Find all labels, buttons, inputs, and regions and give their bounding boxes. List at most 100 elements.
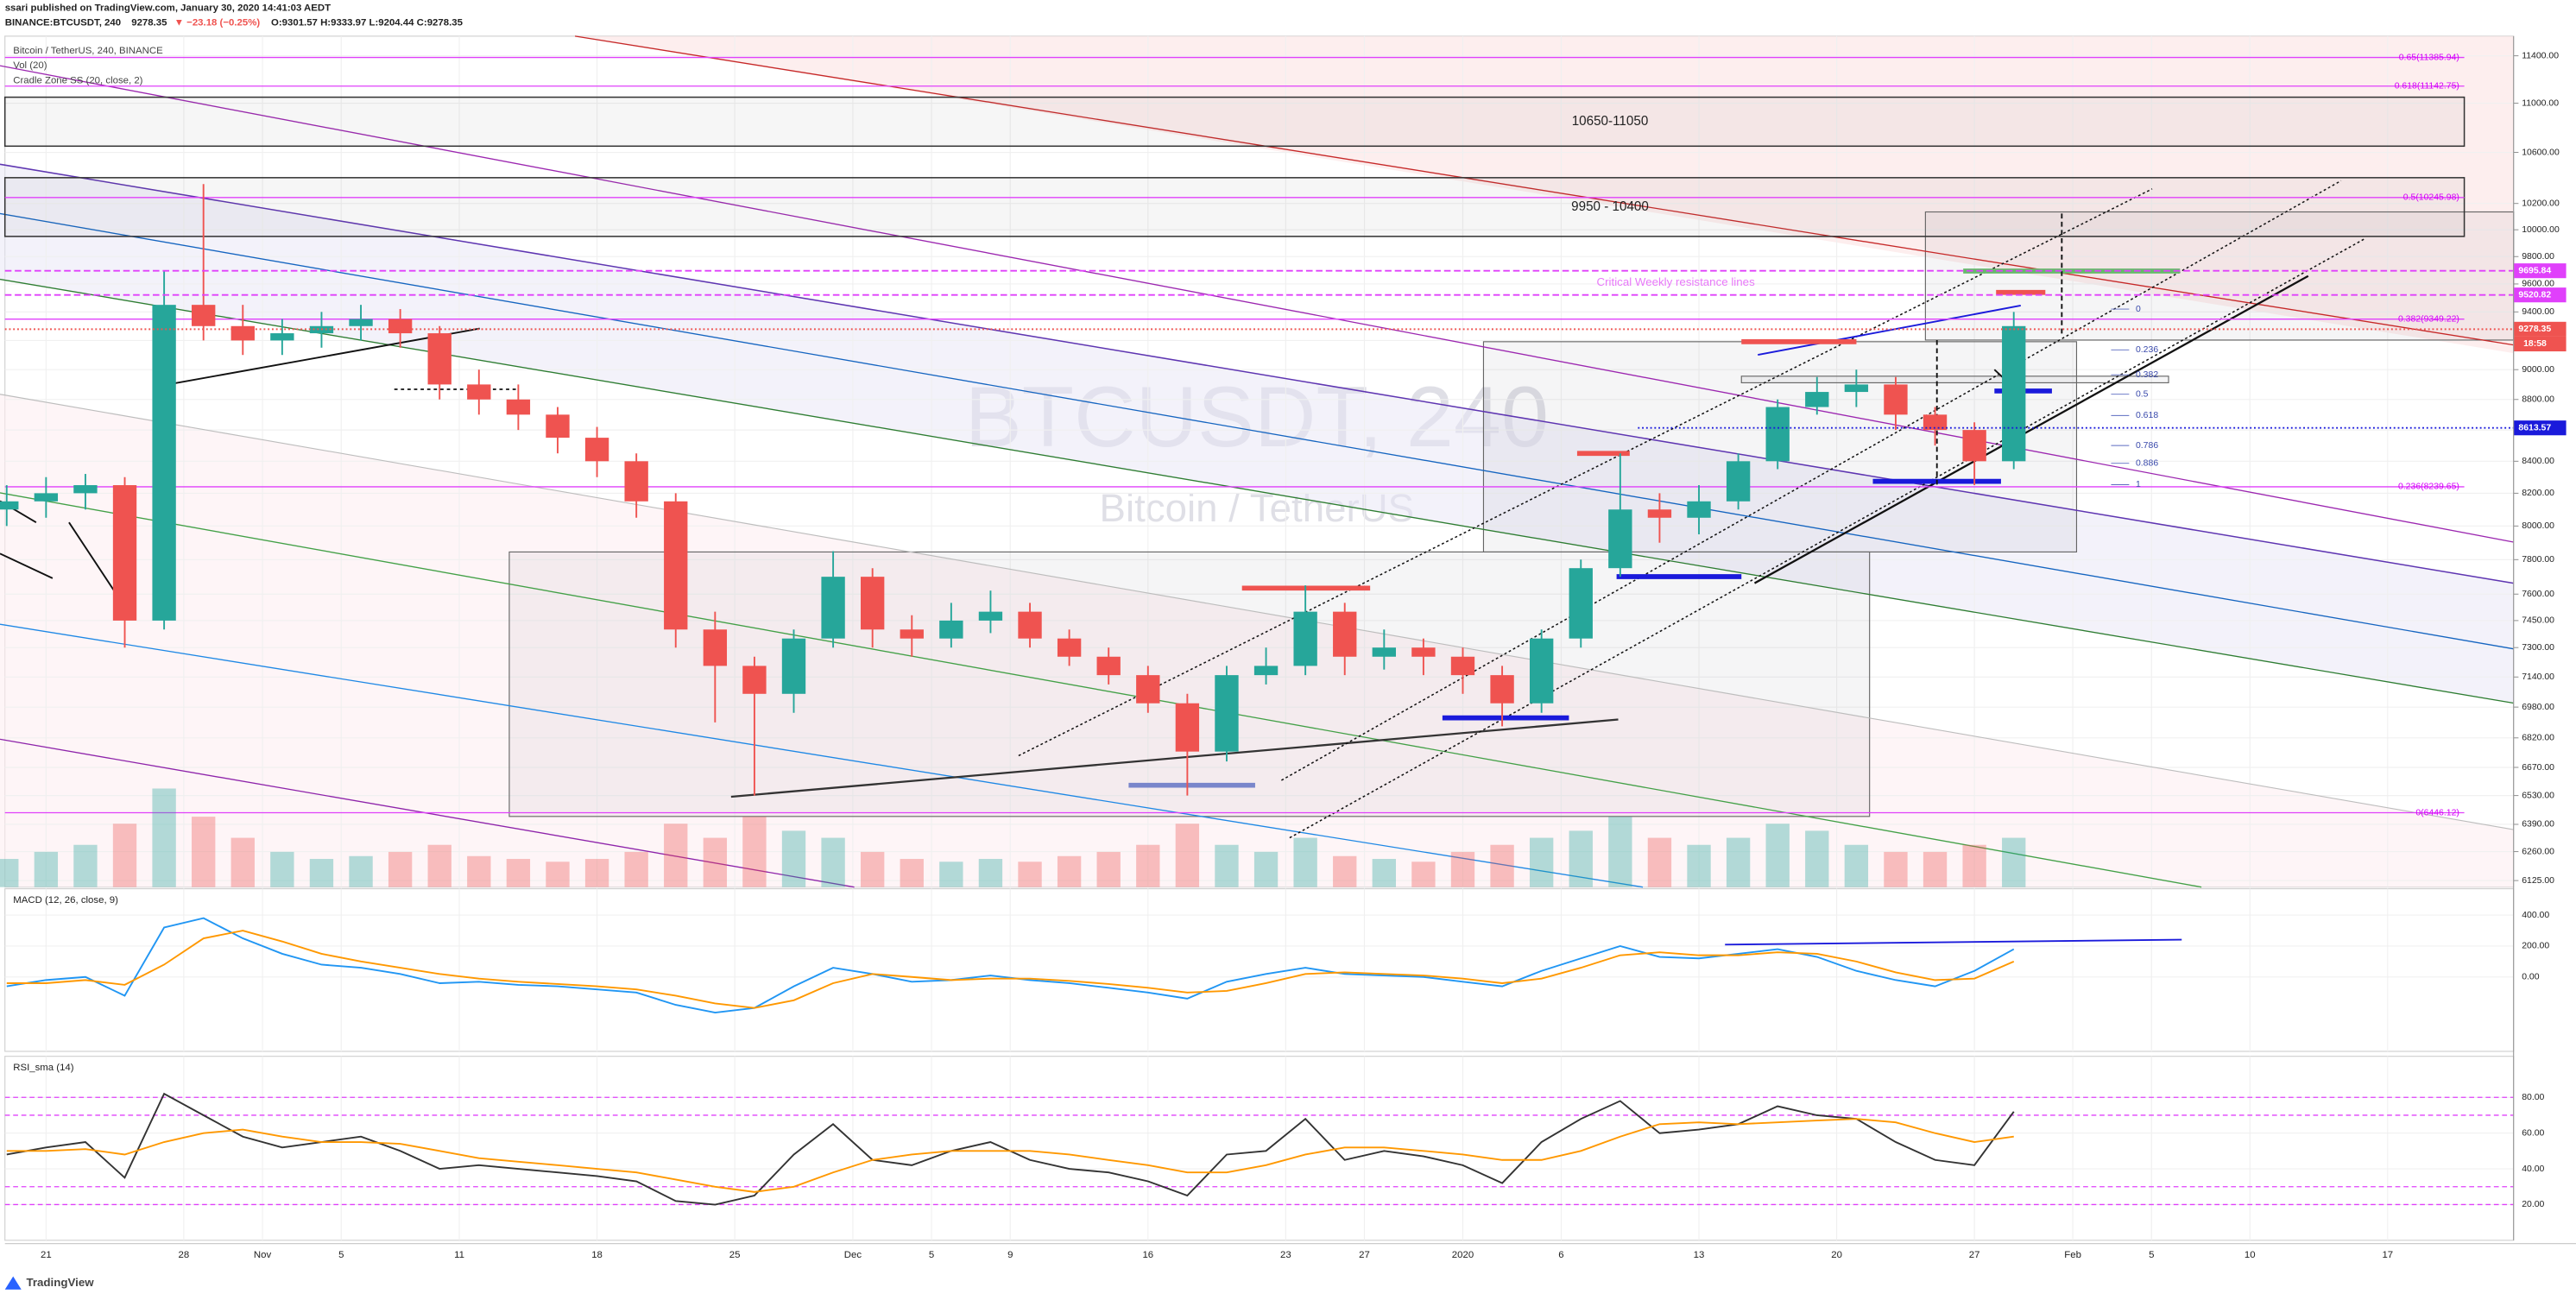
retracement-label: 1 <box>2136 480 2141 489</box>
x-tick-label: 25 <box>729 1250 741 1260</box>
candle-body <box>1529 638 1554 704</box>
retracement-label: 0.5 <box>2136 389 2149 399</box>
volume-bar <box>1018 861 1042 887</box>
y-tick-label: 7300.00 <box>2522 643 2554 653</box>
candle-body <box>861 577 885 630</box>
zone <box>3 96 2466 148</box>
trend-line <box>0 394 2514 830</box>
volume-bar <box>703 837 728 887</box>
candle-body <box>546 414 570 439</box>
volume-bar <box>1608 817 1632 887</box>
trend-line <box>0 65 2514 543</box>
candle-body <box>664 501 688 630</box>
y-tick-label: 10600.00 <box>2522 148 2560 157</box>
volume-bar <box>1333 855 1357 887</box>
y-tick-label: 9000.00 <box>2522 365 2554 375</box>
volume-bar <box>1726 837 1751 887</box>
volume-bar <box>624 851 648 887</box>
candle-body <box>1333 611 1357 657</box>
annotation: Critical Weekly resistance lines <box>1597 275 1756 288</box>
x-tick-label: 28 <box>179 1250 190 1260</box>
x-tick-label: Dec <box>844 1250 862 1260</box>
x-tick-label: 21 <box>41 1250 52 1260</box>
channel-fill <box>0 394 2514 887</box>
price-tag-label: 9278.35 <box>2518 325 2551 334</box>
trend-line <box>0 278 2514 704</box>
y-tick-label: 9800.00 <box>2522 252 2554 262</box>
volume-bar <box>270 851 294 887</box>
volume-bar <box>1411 861 1436 887</box>
volume-bar <box>1293 837 1317 887</box>
candle-body <box>1765 407 1790 462</box>
trend-line <box>1018 188 2153 757</box>
legend-entry: Bitcoin / TetherUS, 240, BINANCE <box>13 46 163 56</box>
candle-body <box>73 485 98 494</box>
volume-bar <box>1569 830 1593 887</box>
y-tick-label: 11000.00 <box>2522 98 2559 108</box>
volume-bar <box>112 824 137 887</box>
countdown-label: 18:58 <box>2523 339 2547 349</box>
rsi-line <box>6 1118 2014 1193</box>
y-tick-label: 9400.00 <box>2522 307 2554 317</box>
footer: TradingView <box>26 1276 94 1289</box>
candle-body <box>1569 568 1593 639</box>
volume-bar <box>1175 824 1200 887</box>
volume-bar <box>2002 837 2026 887</box>
x-tick-label: Feb <box>2064 1250 2081 1260</box>
volume-bar <box>1136 844 1160 887</box>
price-tag <box>2513 287 2567 303</box>
y-tick-label: 6820.00 <box>2522 734 2554 743</box>
volume-bar <box>427 844 451 887</box>
macd-line <box>6 930 2015 1009</box>
x-tick-label: 27 <box>1359 1250 1370 1260</box>
candle-body <box>112 485 137 621</box>
volume-bar <box>230 837 255 887</box>
candle-body <box>467 384 491 400</box>
price-tag-label: 9695.84 <box>2518 266 2551 275</box>
candle-body <box>506 399 531 415</box>
x-tick-label: 20 <box>1831 1250 1842 1260</box>
volume-bar <box>349 855 373 887</box>
candle-body <box>1175 703 1200 752</box>
y-tick-label: 6390.00 <box>2522 820 2554 830</box>
price-tag-label: 9520.82 <box>2518 290 2551 300</box>
volume-bar <box>1372 859 1396 887</box>
volume-bar <box>1490 844 1514 887</box>
candle-body <box>1844 384 1869 393</box>
zone <box>3 177 2466 237</box>
price-tag <box>2513 420 2567 436</box>
rsi-title: RSI_sma (14) <box>13 1063 74 1073</box>
volume-bar <box>506 859 531 887</box>
candle-body <box>349 319 373 326</box>
volume-bar <box>1096 851 1121 887</box>
candle-body <box>1096 656 1121 676</box>
retracement-label: 0.382 <box>2136 370 2158 380</box>
volume-bar <box>388 851 413 887</box>
volume-bar <box>584 859 609 887</box>
volume-bar <box>1529 837 1554 887</box>
volume-bar <box>742 817 767 887</box>
channel-fill <box>575 35 2514 354</box>
volume-bar <box>152 788 176 887</box>
trend-line <box>1758 305 2021 357</box>
candle-body <box>388 319 413 334</box>
candle-body <box>2002 325 2026 462</box>
retracement-label: 0 <box>2136 305 2141 314</box>
candle-body <box>427 333 451 385</box>
trend-line <box>0 492 2202 888</box>
trend-line <box>0 623 1644 888</box>
trend-line <box>1725 938 2182 946</box>
volume-bar <box>1923 851 1948 887</box>
retracement-label: 0.886 <box>2136 458 2158 468</box>
candle-body <box>1293 611 1317 666</box>
candle-body <box>900 629 924 639</box>
candle-body <box>1923 414 1948 431</box>
candle-body <box>1215 675 1239 752</box>
volume-bar <box>1253 851 1279 887</box>
y-tick-label: 7140.00 <box>2522 672 2554 682</box>
volume-bar <box>861 851 885 887</box>
y-tick-label: 200.00 <box>2522 942 2549 951</box>
range-box <box>1740 375 2169 383</box>
y-tick-label: 6670.00 <box>2522 763 2554 773</box>
